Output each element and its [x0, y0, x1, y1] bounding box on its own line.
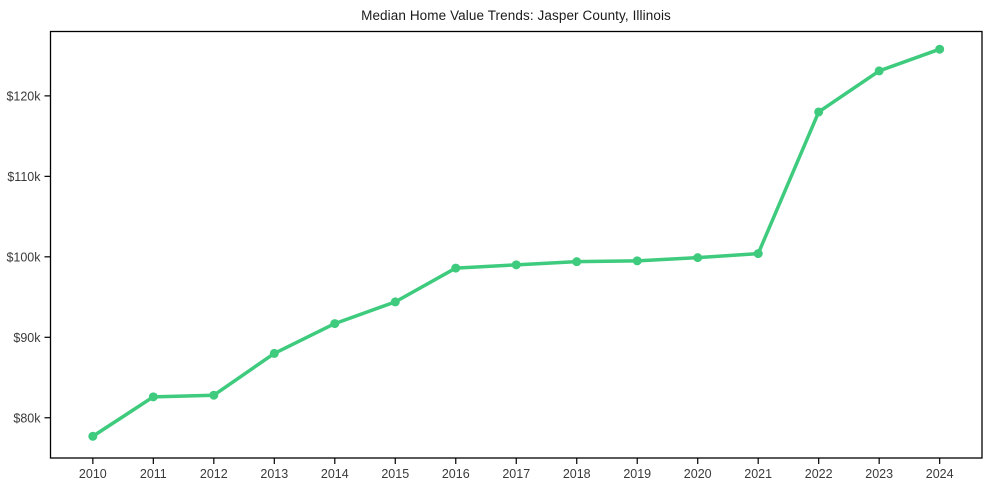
data-point — [935, 44, 945, 54]
y-tick-label: $80k — [13, 411, 41, 425]
x-tick-label: 2010 — [79, 467, 107, 481]
x-tick-label: 2013 — [260, 467, 288, 481]
x-tick-label: 2023 — [865, 467, 893, 481]
x-tick-label: 2017 — [502, 467, 530, 481]
trend-line — [91, 47, 942, 439]
data-point — [632, 256, 642, 266]
data-point — [814, 107, 824, 117]
x-tick-label: 2015 — [381, 467, 409, 481]
chart-title: Median Home Value Trends: Jasper County,… — [361, 8, 671, 23]
x-tick-label: 2024 — [926, 467, 954, 481]
x-tick-label: 2021 — [744, 467, 772, 481]
data-point — [511, 260, 521, 270]
x-tick-label: 2022 — [805, 467, 833, 481]
data-point — [874, 66, 884, 76]
x-tick-label: 2012 — [200, 467, 228, 481]
x-tick-label: 2019 — [623, 467, 651, 481]
x-tick-label: 2014 — [321, 467, 349, 481]
data-point — [390, 297, 400, 307]
y-tick-label: $100k — [6, 250, 41, 264]
x-tick-label: 2016 — [442, 467, 470, 481]
data-point — [693, 253, 703, 263]
data-point — [269, 348, 279, 358]
data-point — [88, 431, 98, 441]
y-tick-label: $90k — [13, 331, 41, 345]
data-point — [209, 390, 219, 400]
x-tick-label: 2020 — [684, 467, 712, 481]
x-tick-label: 2018 — [563, 467, 591, 481]
data-point — [148, 392, 158, 402]
data-point — [572, 257, 582, 267]
x-tick-label: 2011 — [140, 467, 167, 481]
y-tick-label: $110k — [7, 170, 41, 184]
y-tick-label: $120k — [6, 89, 41, 103]
data-point — [451, 263, 461, 273]
data-point — [330, 319, 340, 329]
data-point — [753, 249, 763, 259]
